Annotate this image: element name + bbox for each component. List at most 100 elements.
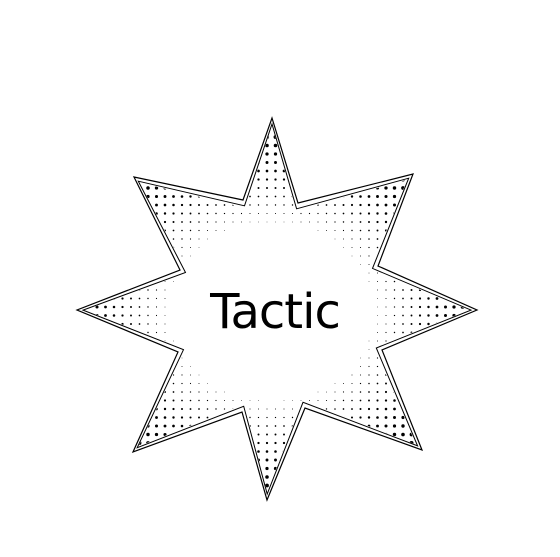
halftone-dot (257, 425, 260, 427)
halftone-dot (78, 228, 82, 232)
halftone-dot (435, 245, 439, 250)
halftone-dot (434, 449, 440, 454)
halftone-dot (181, 399, 183, 402)
halftone-dot (307, 483, 312, 488)
halftone-dot (104, 348, 107, 351)
halftone-dot (77, 474, 82, 479)
halftone-dot (213, 126, 219, 131)
halftone-dot (383, 143, 389, 148)
halftone-dot (119, 142, 126, 149)
halftone-dot (112, 415, 116, 420)
halftone-dot (232, 425, 234, 427)
halftone-dot (129, 373, 133, 377)
halftone-dot (452, 356, 456, 360)
halftone-dot (385, 263, 387, 266)
halftone-dot (188, 474, 193, 480)
halftone-dot (155, 255, 158, 257)
halftone-dot (239, 483, 244, 488)
halftone-dot (375, 441, 380, 445)
halftone-dot (385, 314, 387, 317)
halftone-dot (248, 475, 252, 479)
halftone-dot (368, 357, 370, 359)
halftone-dot (256, 483, 261, 488)
halftone-dot (368, 399, 370, 402)
halftone-dot (120, 185, 125, 191)
halftone-dot (375, 143, 380, 148)
halftone-dot (452, 305, 456, 309)
halftone-dot (385, 255, 387, 257)
halftone-dot (350, 195, 354, 198)
halftone-dot (434, 432, 440, 437)
halftone-dot (147, 348, 149, 351)
halftone-dot (129, 356, 133, 360)
halftone-dot (274, 187, 277, 189)
halftone-dot (443, 237, 448, 241)
halftone-dot (240, 169, 243, 173)
halftone-dot (477, 347, 481, 351)
halftone-dot (138, 306, 141, 308)
halftone-dot (393, 229, 396, 232)
halftone-dot (332, 483, 338, 488)
halftone-dot (205, 143, 210, 148)
halftone-dot (459, 491, 466, 492)
halftone-dot (341, 491, 346, 492)
halftone-dot (384, 169, 388, 173)
halftone-dot (459, 176, 466, 183)
halftone-dot (427, 322, 430, 326)
halftone-dot (468, 372, 469, 378)
halftone-dot (241, 400, 242, 401)
halftone-dot (171, 134, 176, 140)
halftone-dot (435, 314, 439, 317)
halftone-dot (434, 491, 440, 492)
halftone-dot (248, 143, 252, 148)
halftone-dot (427, 356, 430, 360)
halftone-dot (435, 407, 439, 411)
halftone-dot (222, 143, 227, 148)
halftone-dot (368, 340, 370, 342)
halftone-dot (172, 399, 175, 402)
halftone-dot (359, 203, 362, 207)
halftone-dot (172, 229, 175, 232)
halftone-dot (121, 314, 124, 317)
halftone-dot (205, 134, 210, 140)
halftone-dot (451, 151, 457, 157)
halftone-dot (418, 297, 422, 300)
halftone-dot (468, 126, 469, 132)
halftone-dot (111, 177, 117, 182)
halftone-dot (409, 474, 414, 480)
halftone-dot (162, 143, 168, 148)
halftone-dot (197, 458, 201, 462)
halftone-dot (460, 398, 465, 403)
halftone-dot (146, 246, 150, 249)
halftone-dot (230, 134, 236, 140)
halftone-dot (137, 415, 142, 420)
halftone-dot (137, 466, 142, 471)
halftone-dot (77, 483, 82, 488)
halftone-dot (477, 271, 481, 275)
halftone-dot (181, 255, 183, 257)
halftone-dot (366, 483, 372, 488)
halftone-dot (249, 408, 251, 410)
halftone-dot (206, 391, 209, 393)
halftone-dot (94, 117, 99, 122)
halftone-dot (401, 220, 405, 224)
halftone-dot (121, 365, 124, 368)
halftone-dot (385, 374, 387, 376)
halftone-dot (384, 416, 388, 419)
halftone-dot (163, 177, 167, 182)
halftone-dot (418, 356, 422, 360)
halftone-dot (435, 398, 439, 403)
halftone-dot (377, 298, 378, 299)
halftone-dot (172, 424, 175, 428)
halftone-dot (137, 424, 142, 428)
halftone-dot (367, 416, 371, 419)
halftone-dot (265, 178, 269, 181)
halftone-dot (111, 449, 117, 454)
halftone-dot (153, 126, 160, 132)
halftone-dot (138, 263, 141, 266)
halftone-dot (409, 168, 414, 174)
halftone-dot (223, 169, 226, 173)
halftone-dot (223, 204, 226, 206)
halftone-dot (198, 238, 200, 240)
halftone-dot (111, 126, 117, 132)
